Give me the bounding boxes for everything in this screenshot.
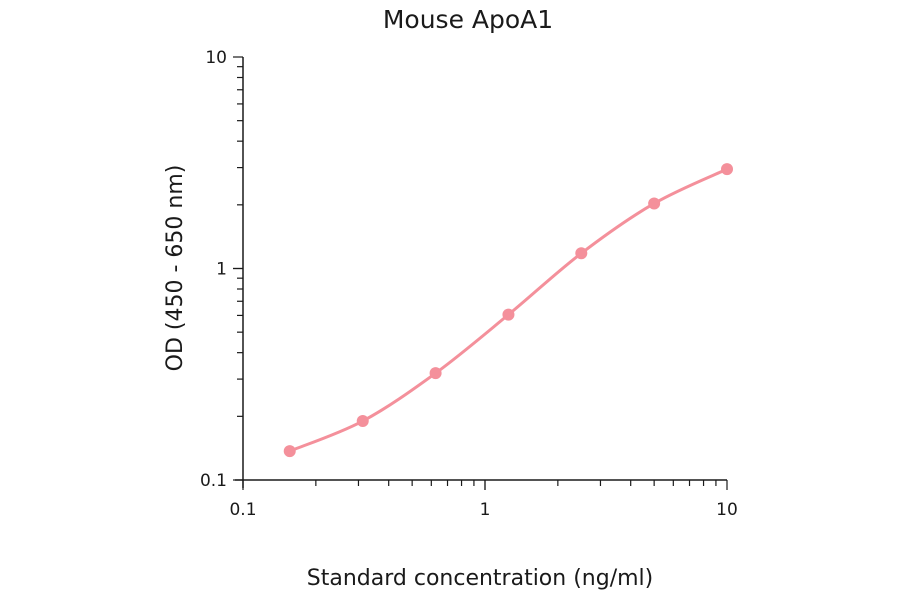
data-point — [502, 308, 515, 321]
y-axis-label: OD (450 - 650 nm) — [163, 165, 188, 372]
data-point — [429, 367, 442, 380]
data-point — [575, 247, 588, 260]
axes — [235, 57, 727, 488]
y-tick-label: 10 — [205, 48, 227, 68]
chart-title: Mouse ApoA1 — [383, 5, 553, 34]
data-points — [283, 163, 733, 458]
y-tick-label: 0.1 — [200, 471, 227, 491]
y-tick-label: 1 — [216, 260, 227, 280]
data-point — [721, 163, 733, 176]
x-tick-label: 0.1 — [229, 500, 256, 520]
x-axis-label: Standard concentration (ng/ml) — [307, 566, 653, 591]
x-tick-label: 10 — [716, 500, 738, 520]
ticks — [233, 56, 728, 490]
data-point — [648, 197, 661, 210]
x-tick-label: 1 — [480, 500, 491, 520]
data-point — [283, 445, 296, 458]
data-point — [356, 415, 369, 428]
tick-labels: 0.1 1 10 0.1 1 10 — [200, 48, 738, 520]
